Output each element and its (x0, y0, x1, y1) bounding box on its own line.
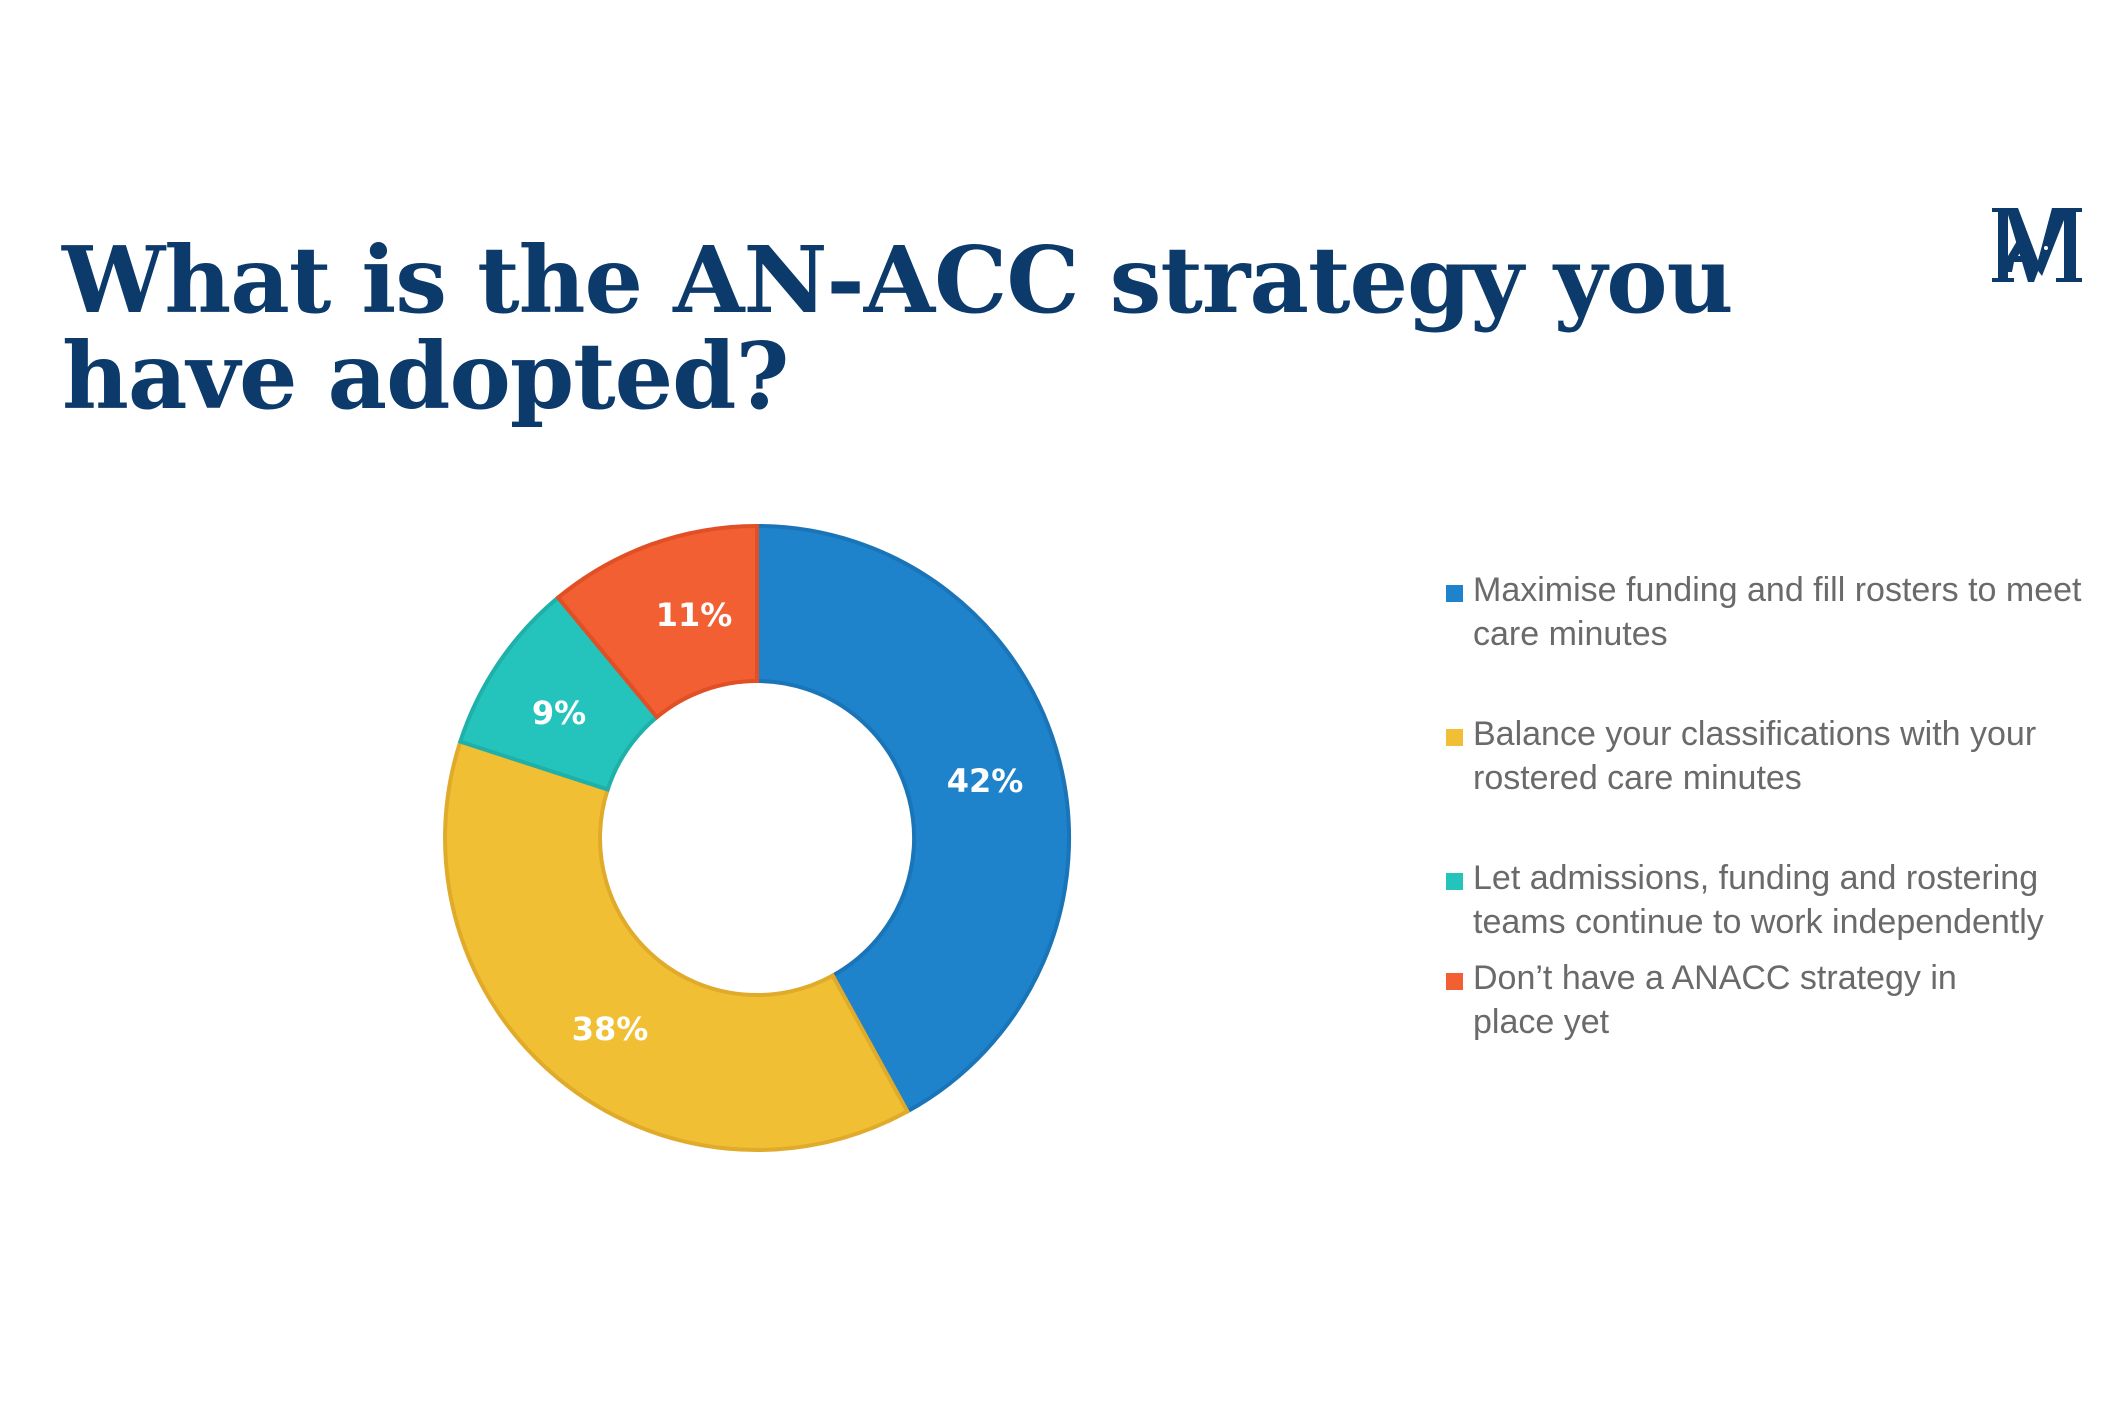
slice-label-42: 42% (947, 762, 1024, 800)
brand-logo (1990, 206, 2084, 286)
legend-swatch-teal (1446, 873, 1463, 890)
legend-label: Let admissions, funding and rostering te… (1473, 859, 2044, 941)
legend-item-let-teams-work-independently: Let admissions, funding and rostering te… (1446, 856, 2066, 944)
legend-item-balance-classifications: Balance your classifications with your r… (1446, 712, 2046, 800)
chart-legend: Maximise funding and fill rosters to mee… (1446, 568, 2106, 1044)
slice-balance-classifications[interactable] (443, 739, 911, 1153)
legend-label: Balance your classifications with your r… (1473, 715, 2037, 797)
monogram-am-logo-icon (1992, 208, 2082, 282)
slice-label-38: 38% (572, 1010, 649, 1048)
legend-item-maximise-funding: Maximise funding and fill rosters to mee… (1446, 568, 2086, 656)
slice-label-9: 9% (532, 694, 586, 732)
legend-swatch-yellow (1446, 729, 1463, 746)
legend-label: Don’t have a ANACC strategy in place yet (1473, 959, 1957, 1041)
legend-swatch-blue (1446, 585, 1463, 602)
legend-swatch-orange (1446, 973, 1463, 990)
donut-chart: 42% 38% 9% 11% (430, 510, 1080, 1170)
legend-label: Maximise funding and fill rosters to mee… (1473, 571, 2082, 653)
page-title: What is the AN-ACC strategy you have ado… (62, 226, 1734, 430)
slice-no-strategy[interactable] (555, 523, 759, 720)
donut-chart-svg: 42% 38% 9% 11% (443, 523, 1072, 1153)
slice-label-11: 11% (656, 596, 733, 634)
slice-maximise-funding[interactable] (755, 523, 1072, 1115)
legend-item-no-strategy: Don’t have a ANACC strategy in place yet (1446, 956, 2036, 1044)
